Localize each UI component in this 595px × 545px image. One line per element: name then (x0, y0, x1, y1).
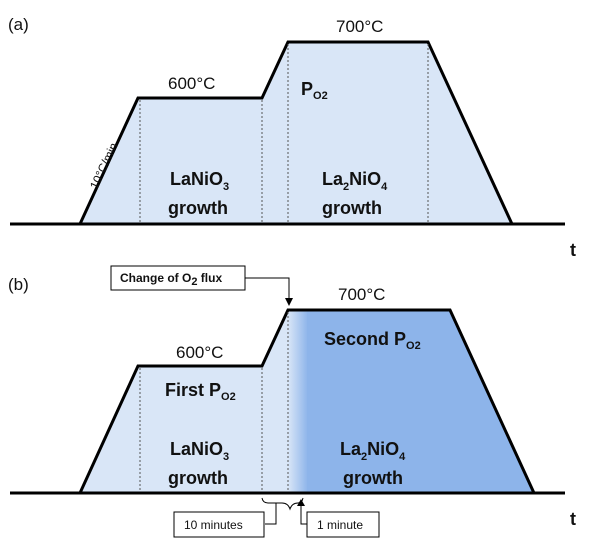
panel-b-box-10-minutes-text: 10 minutes (184, 518, 243, 532)
panel-b-box-1-minute-text: 1 minute (317, 518, 363, 532)
panel-a-axis-label: t (570, 240, 576, 260)
panel-b-phase1-line1: LaNiO3 (170, 439, 229, 463)
panel-b-phase2-line2: growth (343, 468, 403, 488)
panel-a-phase2-line2: growth (322, 198, 382, 218)
panel-b-light-region (80, 310, 305, 493)
panel-a: (a) t 600°C 700°C 10°C/min PO2 LaNiO3 gr… (8, 15, 576, 260)
panel-a-temp-600: 600°C (168, 74, 215, 93)
panel-b-temp-700: 700°C (338, 285, 385, 304)
panel-a-profile-outline (78, 40, 514, 225)
panel-b-box-10-minutes (173, 511, 265, 538)
panel-b-label: (b) (8, 275, 29, 294)
panel-b-time-brace (261, 497, 304, 511)
panel-a-phase1-line1: LaNiO3 (170, 169, 229, 193)
panel-a-phase2-line1: La2NiO4 (322, 169, 388, 193)
panel-b-profile-outline (78, 308, 536, 494)
panel-b-callout-box (110, 265, 246, 291)
panel-a-temp-700: 700°C (336, 17, 383, 36)
panel-b-callout-arrow (245, 277, 293, 306)
panel-a-temperature-profile (80, 42, 512, 224)
panel-a-p-o2: PO2 (301, 79, 328, 102)
panel-b-connector-right (300, 500, 307, 525)
panel-b-phase2-line1: La2NiO4 (340, 439, 406, 463)
panel-b: (b) t Change of O2 flux 600°C 700°C Firs… (8, 265, 576, 538)
panel-b-connector-left (265, 503, 277, 525)
panel-b-first-p-o2: First PO2 (165, 380, 236, 403)
panel-b-temp-600: 600°C (176, 343, 223, 362)
panel-b-box-1-minute (306, 511, 380, 538)
panel-b-callout-text: Change of O2 flux (120, 271, 222, 288)
panel-b-second-p-o2: Second PO2 (324, 329, 421, 352)
panel-b-phase1-line2: growth (168, 468, 228, 488)
panel-b-transition-region (288, 311, 308, 493)
panel-a-phase1-line2: growth (168, 198, 228, 218)
panel-b-connector-arrowhead (297, 499, 305, 506)
panel-b-dark-region (307, 310, 534, 493)
panel-b-axis-label: t (570, 509, 576, 529)
panel-a-label: (a) (8, 15, 29, 34)
